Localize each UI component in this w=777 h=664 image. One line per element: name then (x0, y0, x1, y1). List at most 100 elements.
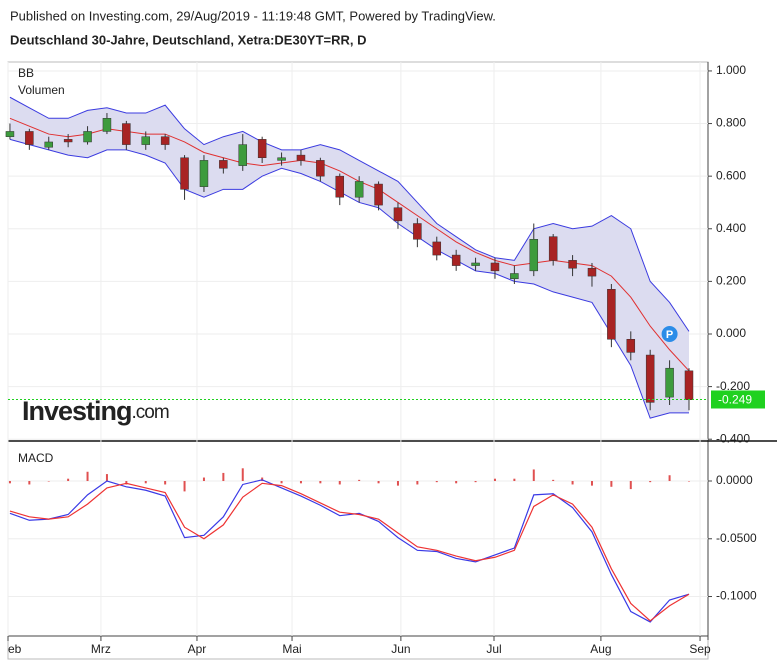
x-tick-label: eb (8, 642, 22, 656)
event-marker (661, 325, 678, 342)
candle-body (102, 118, 112, 132)
histogram-bar (455, 481, 458, 484)
logo-suffix: .com (132, 402, 169, 423)
candle-body (684, 370, 694, 401)
candle-body (665, 367, 674, 398)
histogram-bar (183, 481, 186, 492)
x-tick-label: Mai (282, 642, 301, 656)
histogram-bar (474, 481, 477, 483)
candle-body (645, 354, 655, 403)
candle-body (490, 262, 500, 272)
candle-body (432, 241, 442, 256)
x-tick-label: Sep (689, 642, 711, 656)
candle-body (122, 123, 131, 145)
histogram-bar (105, 474, 108, 482)
histogram-bar (358, 479, 361, 482)
histogram-bar (416, 481, 419, 485)
candle-body (25, 131, 34, 145)
indicator-label: Volumen (18, 83, 65, 97)
x-tick-label: Apr (188, 642, 207, 656)
histogram-bar (144, 481, 147, 484)
candle-body (413, 223, 422, 240)
candle-body (238, 144, 248, 166)
macd-line (9, 479, 690, 623)
histogram-bar (493, 478, 496, 482)
histogram-bar (377, 481, 380, 484)
last-price-label: -0.249 (718, 393, 752, 407)
y-tick-label: 0.600 (716, 168, 746, 182)
candle-body (548, 236, 558, 261)
y-tick-label: -0.400 (716, 431, 750, 445)
candle-body (374, 183, 383, 206)
histogram-bar (280, 481, 283, 484)
y-tick-label: 0.000 (716, 326, 746, 340)
grid (7, 62, 712, 641)
candle-body (354, 181, 364, 198)
candle-body (393, 207, 403, 222)
candle-body (160, 136, 170, 145)
candle-body (626, 339, 636, 353)
histogram-bar (552, 479, 555, 482)
histogram-bar (8, 481, 11, 484)
candle-body (471, 262, 480, 266)
candle-body (335, 175, 345, 198)
candle-body (316, 160, 325, 177)
band-fill (9, 97, 689, 419)
histogram-bar (396, 481, 399, 486)
histogram-bar (319, 481, 322, 484)
candle-body (199, 160, 209, 187)
histogram-bar (435, 481, 438, 483)
candle-body (510, 273, 519, 280)
histogram-bar (649, 481, 652, 483)
histogram-bar (299, 481, 302, 484)
candle-body (607, 289, 616, 340)
y-tick-label: 0.200 (716, 274, 746, 288)
chart-frame (7, 61, 709, 660)
candle-body (277, 157, 286, 161)
candle-body (529, 239, 539, 272)
candle-body (44, 141, 53, 148)
histogram-bar (241, 468, 244, 482)
y-tick-label: 0.800 (716, 116, 746, 130)
histogram-bar (47, 481, 50, 482)
x-tick-label: Aug (590, 642, 611, 656)
plot: P (5, 96, 708, 623)
candle-body (257, 139, 267, 158)
histogram-bar (571, 481, 574, 485)
band-lower (9, 138, 689, 419)
histogram-bar (668, 475, 671, 482)
histogram-bar (222, 472, 225, 482)
histogram-bar (202, 477, 205, 482)
signal-line (9, 482, 690, 622)
y-tick-label: -0.0500 (716, 531, 757, 545)
histogram-bar (67, 478, 70, 482)
candle-body (219, 160, 228, 169)
histogram-bar (338, 481, 341, 485)
indicator-label: BB (18, 66, 34, 80)
event-marker-label: P (666, 329, 673, 341)
candle-body (83, 131, 92, 143)
y-tick-label: 0.400 (716, 221, 746, 235)
published-note: Published on Investing.com, 29/Aug/2019 … (10, 8, 496, 23)
y-tick-label: -0.200 (716, 379, 750, 393)
candle-body (5, 131, 15, 137)
candle-body (587, 267, 597, 277)
x-tick-label: Jun (391, 642, 410, 656)
band-upper (9, 96, 690, 332)
histogram-bar (590, 481, 593, 486)
last-price-box (711, 390, 765, 409)
logo: Investing.com (22, 396, 169, 426)
logo-brand: Investing (22, 396, 132, 426)
histogram-bar (687, 481, 690, 482)
histogram-bar (164, 481, 167, 485)
candle-body (296, 154, 306, 161)
candle-body (141, 136, 150, 145)
histogram-bar (513, 478, 516, 482)
histogram-bar (86, 471, 89, 482)
histogram-bar (532, 469, 535, 482)
y-tick-label: -0.1000 (716, 589, 757, 603)
histogram-bar (629, 481, 632, 490)
y-tick-label: 0.0000 (716, 473, 753, 487)
histogram-bar (28, 481, 31, 485)
